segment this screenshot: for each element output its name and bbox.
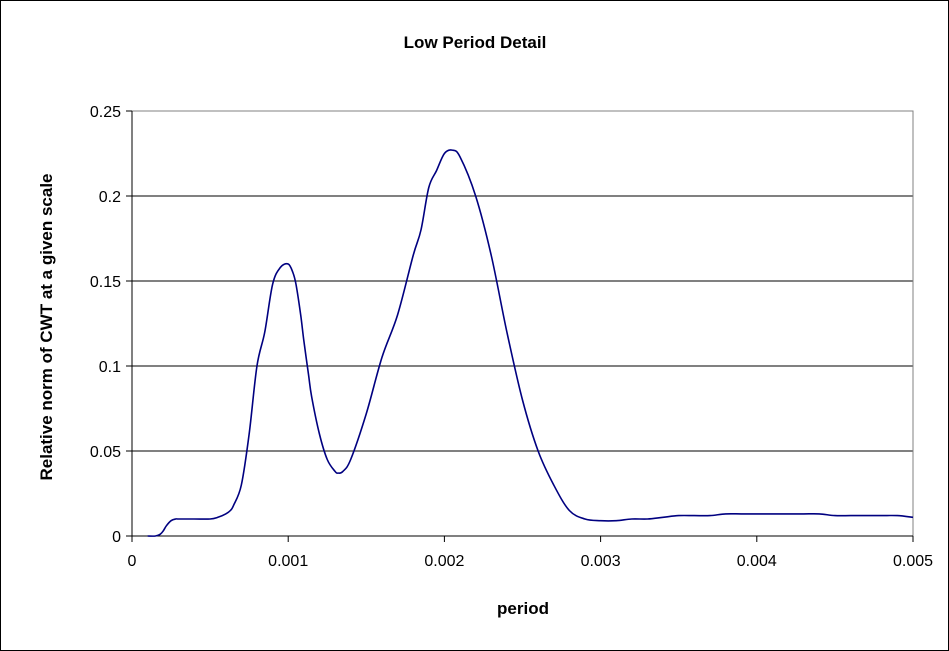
x-tick-label: 0.004 xyxy=(737,553,777,570)
axes xyxy=(126,110,914,542)
x-tick-label: 0.005 xyxy=(893,553,933,570)
x-tick-label: 0.003 xyxy=(581,553,621,570)
y-tick-label: 0.05 xyxy=(90,444,121,461)
x-tick-label: 0.001 xyxy=(268,553,308,570)
y-tick-label: 0.25 xyxy=(90,104,121,121)
gridlines xyxy=(132,195,913,452)
x-tick-label: 0 xyxy=(128,553,137,570)
y-axis-label: Relative norm of CWT at a given scale xyxy=(37,173,56,480)
y-tick-label: 0.2 xyxy=(99,189,121,206)
y-tick-label: 0.15 xyxy=(90,274,121,291)
tick-labels: 0 0.05 0.1 0.15 0.2 0.25 0 0.001 0.002 0.003 0.004… xyxy=(90,104,933,570)
x-tick-label: 0.002 xyxy=(424,553,464,570)
series-line xyxy=(147,149,914,537)
y-tick-label: 0.1 xyxy=(99,359,121,376)
y-tick-label: 0 xyxy=(112,529,121,546)
plot-area xyxy=(131,110,914,537)
x-axis-label: period xyxy=(497,599,549,618)
chart-title: Low Period Detail xyxy=(404,33,547,52)
